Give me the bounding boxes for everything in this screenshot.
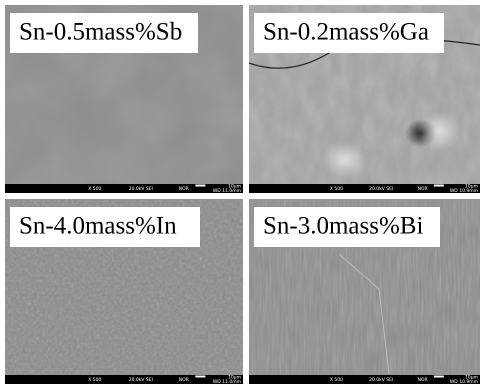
scale-bar <box>434 185 444 187</box>
voltage: 20.0kV SEI <box>369 377 393 383</box>
mode: NOR <box>179 186 189 192</box>
mode: NOR <box>179 377 189 383</box>
mode: NOR <box>418 377 428 383</box>
magnification: X 500 <box>88 186 101 192</box>
scale-bar <box>195 185 205 187</box>
panel-label: Sn-0.2mass%Ga <box>263 19 429 46</box>
panel-label: Sn-4.0mass%In <box>19 213 177 240</box>
voltage: 20.0kV SEI <box>129 377 153 383</box>
panel-label: Sn-3.0mass%Bi <box>263 213 423 240</box>
working-distance: WD 10.9mm <box>450 188 478 194</box>
magnification: X 500 <box>88 377 101 383</box>
info-bar <box>249 184 480 193</box>
panel-label: Sn-0.5mass%Sb <box>19 19 182 46</box>
mode: NOR <box>418 186 428 192</box>
info-bar <box>5 184 243 193</box>
figure: X 50020.0kV SEINOR10μmWD 11.0mmSn-0.5mas… <box>0 0 480 384</box>
bright-halo <box>417 111 461 151</box>
info-bar <box>249 375 480 384</box>
working-distance: WD 11.0mm <box>213 188 241 194</box>
magnification: X 500 <box>330 186 343 192</box>
working-distance: WD 11.0mm <box>213 379 241 384</box>
bright-halo <box>322 142 366 178</box>
working-distance: WD 10.9mm <box>450 379 478 384</box>
magnification: X 500 <box>330 377 343 383</box>
voltage: 20.0kV SEI <box>369 186 393 192</box>
scale-bar <box>434 376 444 378</box>
voltage: 20.0kV SEI <box>129 186 153 192</box>
info-bar <box>5 375 243 384</box>
scale-bar <box>195 376 205 378</box>
